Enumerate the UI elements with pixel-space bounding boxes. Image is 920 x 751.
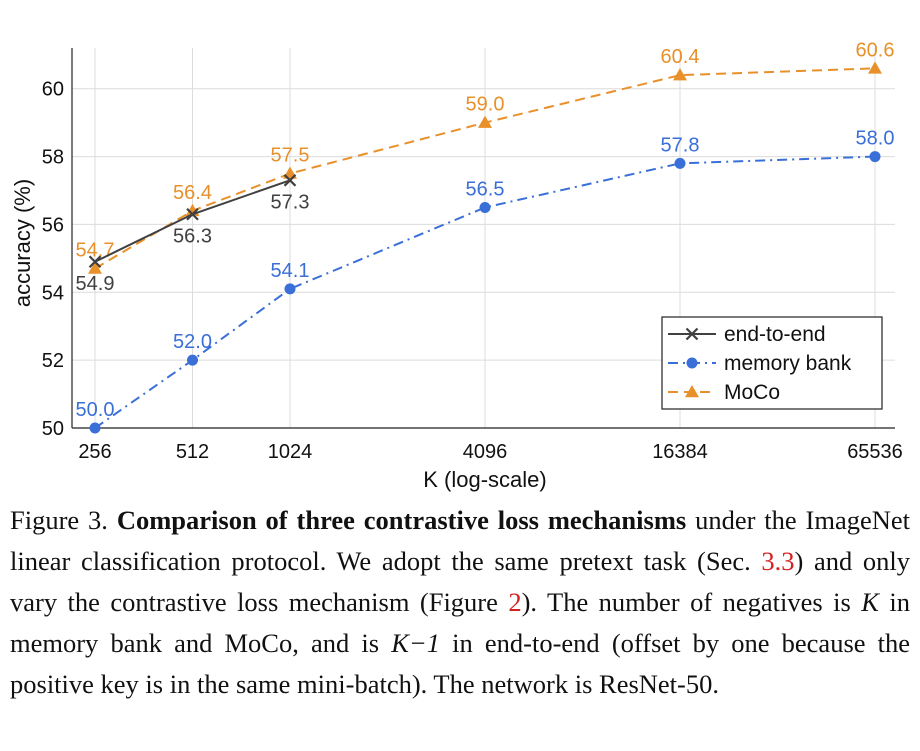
series-memory-bank: 50.0 52.0 54.1 56.5 57.8 58.0 <box>76 128 895 434</box>
y-tick-label: 60 <box>42 79 64 101</box>
data-label-memory-bank: 52.0 <box>173 331 212 353</box>
x-tick-label: 512 <box>176 441 209 463</box>
grid <box>72 48 895 429</box>
series-layer: 50.0 52.0 54.1 56.5 57.8 58.0 54.7 56.4 57.5 59.0… <box>76 39 895 434</box>
data-point-end-to-end <box>283 174 297 187</box>
data-label-memory-bank: 57.8 <box>661 134 700 156</box>
data-label-moco: 54.7 <box>76 240 115 262</box>
data-point-memory-bank <box>187 354 198 366</box>
x-axis-label: K (log-scale) <box>423 467 546 492</box>
data-label-moco: 59.0 <box>466 94 505 116</box>
y-tick-label: 58 <box>42 147 64 169</box>
data-point-moco <box>478 115 492 128</box>
data-point-memory-bank <box>674 157 686 169</box>
caption-title: Comparison of three contrastive loss mec… <box>116 505 687 535</box>
x-tick-label: 65536 <box>847 441 903 463</box>
data-point-memory-bank <box>284 283 296 295</box>
legend-marker-moco <box>685 385 699 398</box>
y-tick-label: 50 <box>42 418 64 440</box>
data-point-memory-bank <box>869 151 881 163</box>
legend-label-moco: MoCo <box>724 381 780 404</box>
contrastive-loss-chart: 50.0 52.0 54.1 56.5 57.8 58.0 54.7 56.4 57.5 59.0… <box>10 39 903 492</box>
x-tick-label: 1024 <box>268 441 313 463</box>
caption-text-2: ) and only vary the contrastive loss mec… <box>10 546 911 617</box>
data-label-end-to-end: 54.9 <box>76 273 115 295</box>
x-tick-label: 256 <box>78 441 111 463</box>
legend-label-memory-bank: memory bank <box>724 352 852 375</box>
data-label-memory-bank: 58.0 <box>856 128 895 150</box>
series-end-to-end: 54.9 56.3 57.3 <box>76 174 310 295</box>
data-label-memory-bank: 54.1 <box>271 260 310 282</box>
data-label-memory-bank: 56.5 <box>466 178 505 200</box>
data-label-moco: 60.6 <box>856 39 895 61</box>
tick-labels: 50 52 54 56 58 60 256 512 1024 4096 16384 65536 <box>42 79 903 463</box>
x-tick-label: 4096 <box>463 441 508 463</box>
data-point-moco <box>868 61 882 74</box>
data-label-moco: 56.4 <box>173 182 212 204</box>
caption-text-5: in end-to-end (offset by one because the… <box>10 628 911 699</box>
data-point-moco <box>88 261 102 274</box>
series-moco: 54.7 56.4 57.5 59.0 60.4 60.6 <box>76 39 895 274</box>
y-axis-label: accuracy (%) <box>10 179 35 307</box>
caption-text-1: under the ImageNet linear classification… <box>10 505 911 576</box>
legend-marker-memory-bank <box>686 357 698 369</box>
data-point-memory-bank <box>89 422 101 434</box>
axes <box>71 48 895 429</box>
data-point-moco <box>673 68 687 81</box>
legend-label-end-to-end: end-to-end <box>724 323 826 346</box>
y-tick-label: 52 <box>42 350 64 372</box>
series-line-memory-bank <box>94 155 876 429</box>
figure-caption: Figure 3. Comparison of three contrastiv… <box>10 500 910 705</box>
figure-ref-link[interactable]: 2 <box>508 587 522 617</box>
y-tick-label: 54 <box>42 282 64 304</box>
section-ref-link[interactable]: 3.3 <box>761 546 795 576</box>
data-label-end-to-end: 56.3 <box>173 225 212 247</box>
legend-marker-end-to-end <box>685 327 699 341</box>
variable-k-minus-one: K−1 <box>391 628 441 658</box>
data-label-memory-bank: 50.0 <box>76 399 115 421</box>
variable-k: K <box>861 587 879 617</box>
caption-text-3: ). The number of negatives is <box>521 587 851 617</box>
caption-text-4: in memory bank and MoCo, and is <box>10 587 911 658</box>
x-tick-label: 16384 <box>652 441 708 463</box>
data-label-moco: 57.5 <box>271 145 310 167</box>
data-point-memory-bank <box>479 201 491 213</box>
figure-label: Figure 3. <box>10 505 108 535</box>
data-label-moco: 60.4 <box>661 46 700 68</box>
data-point-end-to-end <box>186 207 199 221</box>
y-tick-label: 56 <box>42 214 64 236</box>
data-label-end-to-end: 57.3 <box>271 191 310 213</box>
data-point-end-to-end <box>88 255 102 269</box>
legend: end-to-end memory bank MoCo <box>661 316 883 410</box>
